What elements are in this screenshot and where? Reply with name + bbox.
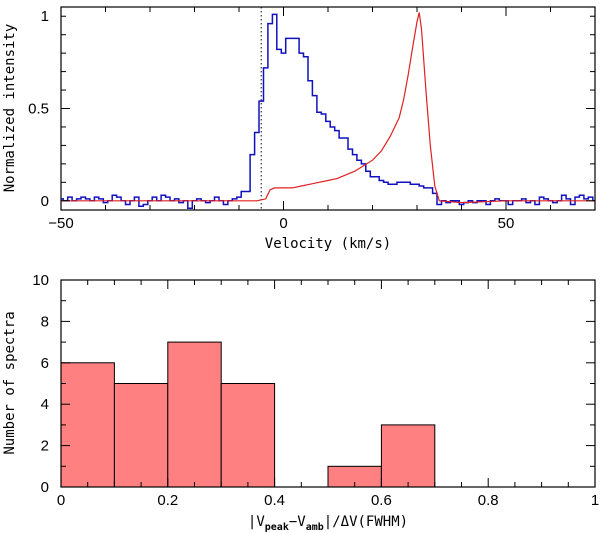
- top-x-tick-label: −50: [48, 215, 73, 232]
- xlabel-part-abs-v: |V: [248, 514, 265, 530]
- histogram-bar: [167, 341, 222, 488]
- top-plot-frame: [60, 6, 596, 211]
- bottom-y-tick-label: 10: [32, 272, 49, 289]
- xlabel-part-fwhm: |/ΔV(FWHM): [324, 514, 408, 530]
- bottom-x-tick-label: 0.4: [264, 492, 285, 509]
- bottom-x-tick-label: 0: [57, 492, 65, 509]
- xlabel-part-minus-v: −V: [289, 514, 306, 530]
- histogram-bar: [60, 362, 115, 488]
- xlabel-sub-peak: peak: [265, 522, 289, 533]
- bottom-y-tick-label: 4: [41, 396, 49, 413]
- top-y-tick-label: 1: [41, 8, 49, 25]
- top-y-tick-label: 0: [41, 193, 49, 210]
- top-x-tick-label: 50: [498, 215, 515, 232]
- bottom-x-tick-label: 0.2: [157, 492, 178, 509]
- bottom-y-axis-title: Number of spectra: [2, 311, 18, 454]
- bottom-x-tick-label: 0.6: [371, 492, 392, 509]
- top-x-axis-title: Velocity (km/s): [265, 236, 391, 252]
- bottom-x-tick-label: 1: [591, 492, 599, 509]
- bottom-y-tick-label: 8: [41, 313, 49, 330]
- top-x-tick-label: 0: [279, 215, 287, 232]
- bottom-y-tick-label: 0: [41, 479, 49, 496]
- bottom-plot-frame: [60, 279, 596, 488]
- bottom-y-tick-label: 2: [41, 438, 49, 455]
- model-profile-line: [61, 12, 595, 204]
- xlabel-sub-amb: amb: [306, 522, 324, 533]
- histogram-bar: [220, 383, 276, 488]
- bottom-y-tick-label: 6: [41, 355, 49, 372]
- spectrum-step-line: [61, 13, 595, 209]
- histogram-bar: [113, 383, 169, 488]
- top-y-axis-title: Normalized intensity: [2, 24, 18, 193]
- bottom-x-tick-label: 0.8: [478, 492, 499, 509]
- velocity-spectrum-panel: −50 0 50 0 0.5 1 Velocity (km/s) Normalized i…: [2, 6, 596, 252]
- histogram-bar: [380, 424, 436, 488]
- top-y-tick-label: 0.5: [28, 101, 49, 118]
- bottom-x-axis-title: |Vpeak−Vamb|/ΔV(FWHM): [248, 514, 408, 533]
